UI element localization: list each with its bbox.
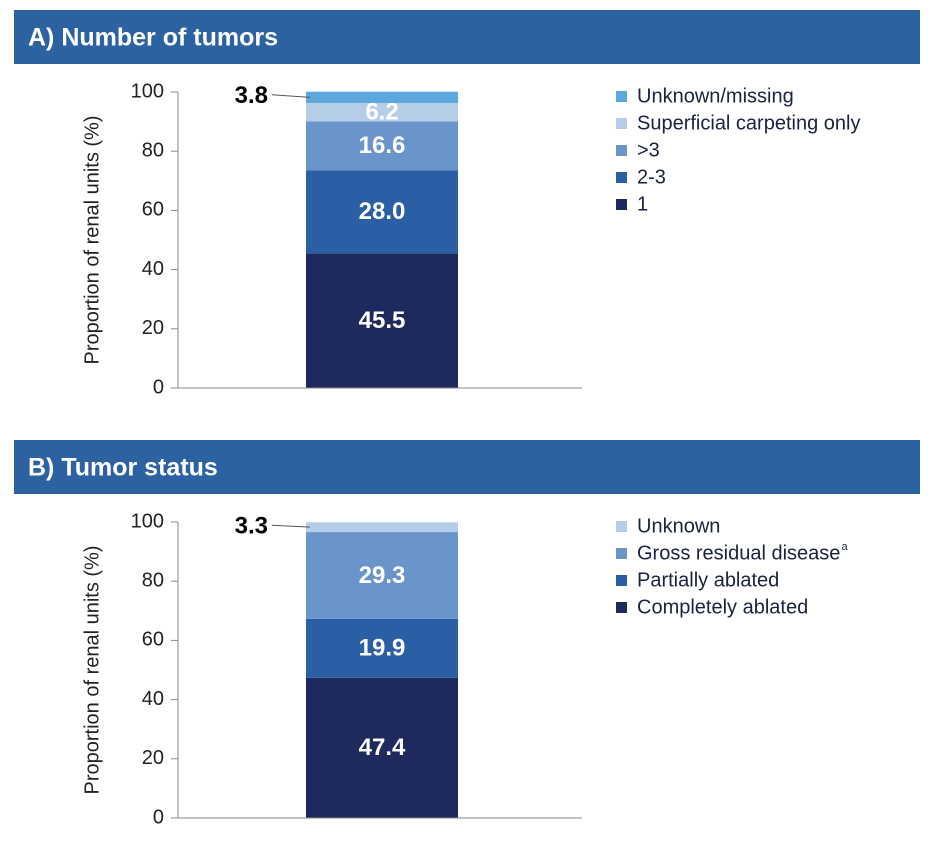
leader-line [271,94,311,98]
legend-label: Gross residual disease [637,542,840,564]
legend-swatch [616,145,627,156]
y-tick-label: 80 [142,569,164,591]
bar-segment [306,618,458,678]
bar-segment [306,677,458,818]
bar-segment [306,121,458,171]
legend-swatch [616,575,627,586]
panel-title: B) Tumor status [28,454,218,482]
y-tick-label: 80 [142,139,164,161]
value-label: 19.9 [359,635,406,662]
y-tick-label: 0 [153,376,164,398]
y-tick-label: 20 [142,317,164,339]
header-bar [14,440,920,494]
y-tick-label: 20 [142,747,164,769]
header-bar [14,10,920,64]
leader-line [271,524,311,528]
legend-swatch [616,199,627,210]
value-label: 47.4 [359,734,406,761]
bar-segment [306,91,458,103]
y-axis-label: Proportion of renal units (%) [81,115,103,364]
legend-label: Partially ablated [637,569,779,591]
bar-segment [306,170,458,254]
legend-swatch [616,172,627,183]
legend-swatch [616,521,627,532]
value-label: 16.6 [359,132,406,159]
value-label: 45.5 [359,307,406,334]
y-tick-label: 100 [131,80,164,102]
value-label: 6.2 [365,98,398,125]
y-tick-label: 60 [142,199,164,221]
y-axis-label: Proportion of renal units (%) [81,545,103,794]
legend-swatch [616,548,627,559]
legend-label: Superficial carpeting only [637,112,860,134]
y-tick-label: 0 [153,806,164,828]
legend-label: >3 [637,139,660,161]
y-tick-label: 40 [142,258,164,280]
legend-label: Unknown/missing [637,85,794,107]
y-tick-label: 100 [131,510,164,532]
legend-label: 1 [637,193,648,215]
legend-swatch [616,118,627,129]
y-tick-label: 40 [142,688,164,710]
value-label: 3.3 [235,513,268,540]
y-tick-label: 60 [142,629,164,651]
legend-label: Completely ablated [637,596,808,618]
legend-label: 2-3 [637,166,666,188]
bar-segment [306,522,458,533]
legend-footnote: a [841,541,848,553]
bar-segment [306,102,458,122]
value-label: 3.8 [235,82,268,109]
legend-label: Unknown [637,515,720,537]
legend-swatch [616,91,627,102]
value-label: 28.0 [359,198,406,225]
bar-segment [306,253,458,388]
bar-segment [306,532,458,619]
legend-swatch [616,602,627,613]
value-label: 29.3 [359,562,406,589]
panel-title: A) Number of tumors [28,24,278,52]
